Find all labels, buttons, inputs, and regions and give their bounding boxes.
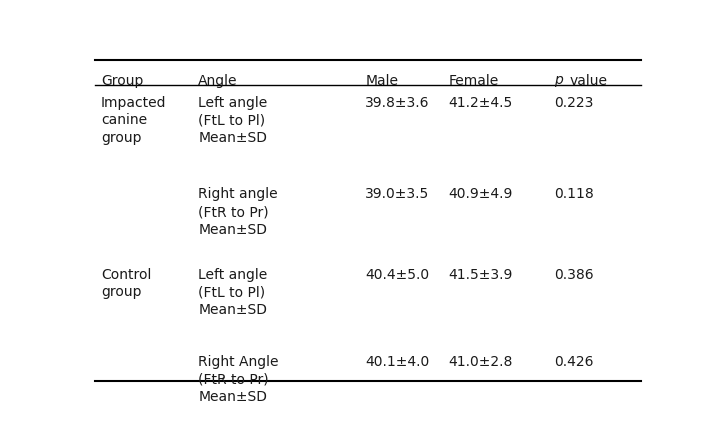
Text: value: value <box>570 74 608 88</box>
Text: 0.426: 0.426 <box>554 355 594 368</box>
Text: 0.118: 0.118 <box>554 187 594 201</box>
Text: 41.0±2.8: 41.0±2.8 <box>449 355 513 368</box>
Text: Group: Group <box>101 74 144 88</box>
Text: 39.8±3.6: 39.8±3.6 <box>365 95 429 109</box>
Text: 40.9±4.9: 40.9±4.9 <box>449 187 513 201</box>
Text: 0.223: 0.223 <box>554 95 594 109</box>
Text: 41.2±4.5: 41.2±4.5 <box>449 95 513 109</box>
Text: 41.5±3.9: 41.5±3.9 <box>449 268 513 282</box>
Text: Impacted
canine
group: Impacted canine group <box>101 95 167 145</box>
Text: Male: Male <box>365 74 398 88</box>
Text: Right angle
(FtR to Pr)
Mean±SD: Right angle (FtR to Pr) Mean±SD <box>198 187 278 237</box>
Text: $p$: $p$ <box>554 74 564 89</box>
Text: Angle: Angle <box>198 74 238 88</box>
Text: 40.4±5.0: 40.4±5.0 <box>365 268 429 282</box>
Text: 0.386: 0.386 <box>554 268 594 282</box>
Text: Control
group: Control group <box>101 268 151 299</box>
Text: 39.0±3.5: 39.0±3.5 <box>365 187 429 201</box>
Text: Right Angle
(FtR to Pr)
Mean±SD: Right Angle (FtR to Pr) Mean±SD <box>198 355 279 404</box>
Text: Female: Female <box>449 74 499 88</box>
Text: Left angle
(FtL to Pl)
Mean±SD: Left angle (FtL to Pl) Mean±SD <box>198 95 268 145</box>
Text: Left angle
(FtL to Pl)
Mean±SD: Left angle (FtL to Pl) Mean±SD <box>198 268 268 317</box>
Text: 40.1±4.0: 40.1±4.0 <box>365 355 429 368</box>
